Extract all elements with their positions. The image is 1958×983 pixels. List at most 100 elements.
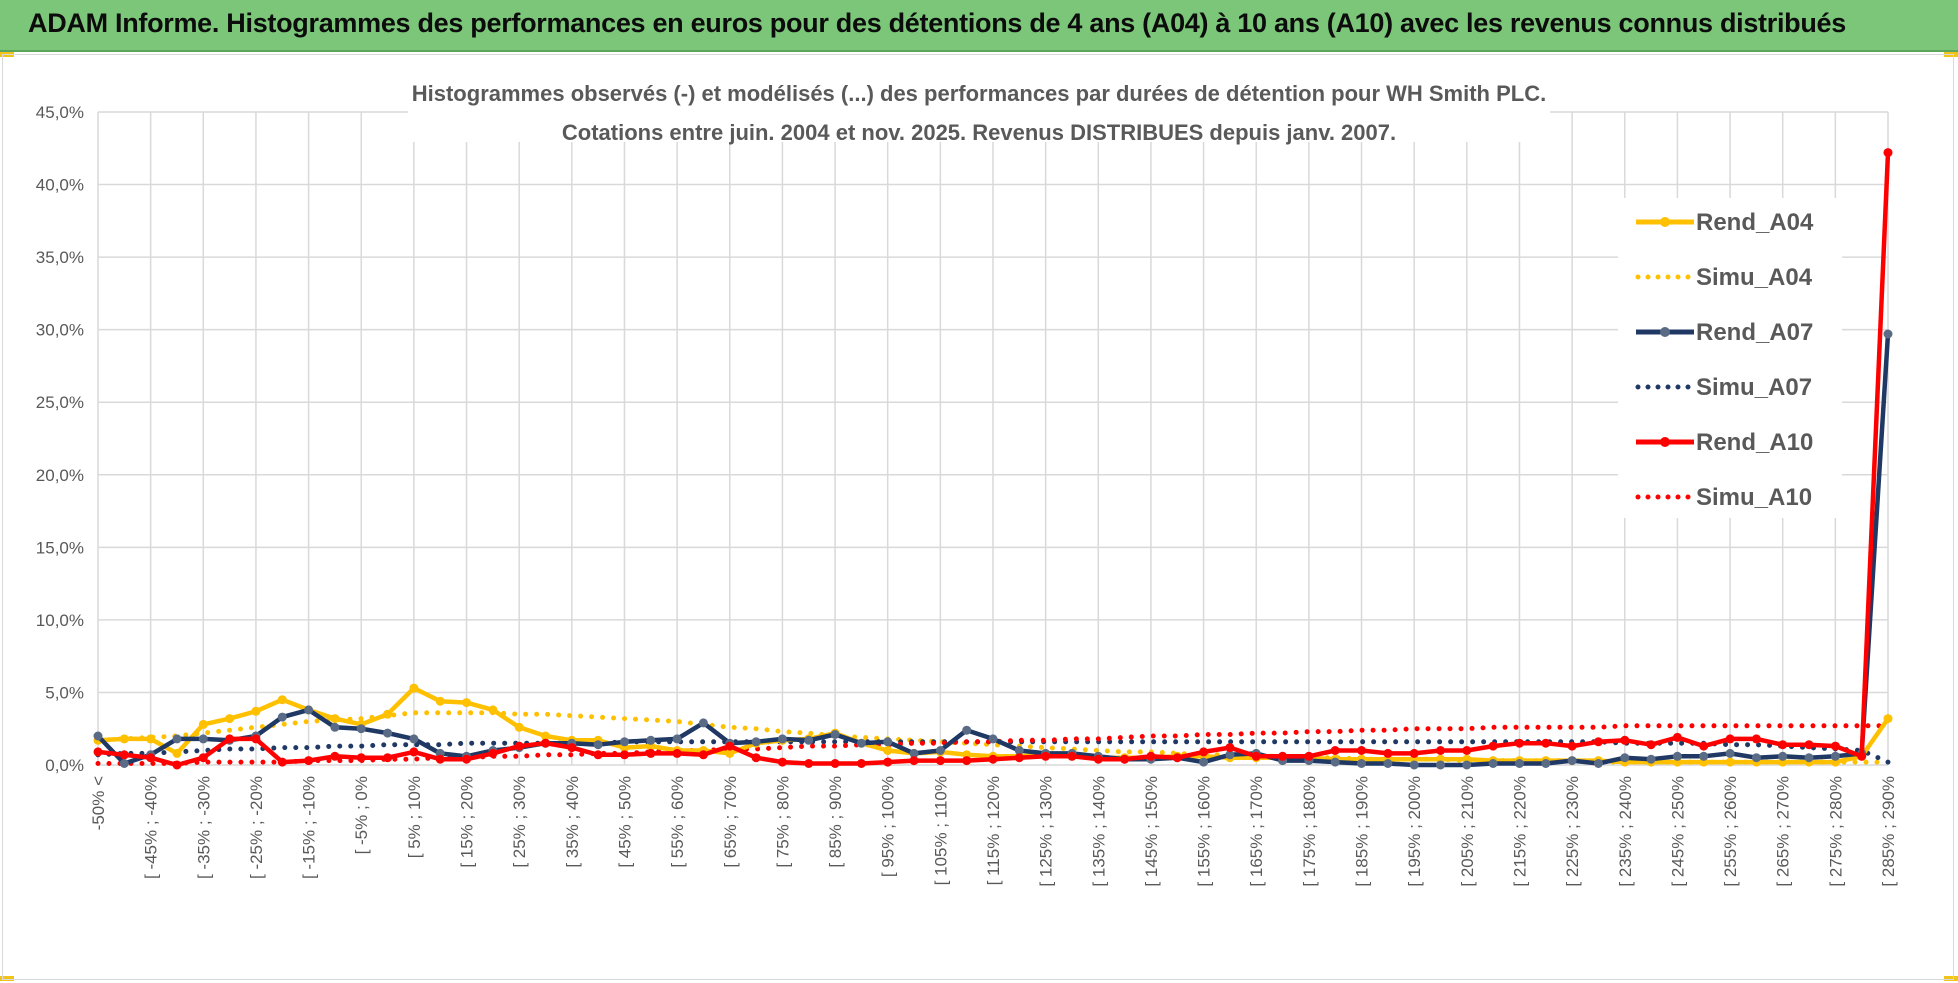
data-point-rend-a07 [935, 746, 945, 755]
data-point-rend-a04 [883, 746, 893, 755]
data-point-rend-a10 [1251, 751, 1261, 761]
data-point-rend-a07 [330, 722, 340, 732]
data-point-rend-a04 [119, 734, 129, 744]
gridlines [97, 111, 1889, 766]
data-point-rend-a07 [1225, 750, 1235, 760]
data-point-rend-a10 [1041, 751, 1051, 761]
data-point-rend-a10 [1488, 741, 1498, 751]
y-tick-label: 45,0% [36, 103, 84, 122]
data-point-rend-a10 [1672, 732, 1682, 742]
data-point-rend-a07 [1567, 756, 1577, 766]
data-point-rend-a07 [1330, 757, 1340, 767]
data-point-rend-a10 [1357, 746, 1366, 755]
data-point-rend-a07 [1751, 753, 1761, 763]
data-point-rend-a10 [725, 741, 735, 751]
data-point-rend-a04 [146, 734, 156, 744]
data-point-rend-a04 [277, 695, 287, 705]
data-point-rend-a10 [1409, 748, 1419, 758]
data-point-rend-a07 [1383, 759, 1393, 768]
data-point-rend-a07 [172, 734, 182, 744]
data-point-rend-a07 [751, 737, 761, 747]
x-tick-label: [ 245% ; 250% [1668, 776, 1687, 887]
y-tick-label: 15,0% [36, 538, 84, 557]
data-point-rend-a10 [462, 754, 471, 764]
data-point-rend-a07 [304, 705, 314, 715]
data-point-rend-a10 [1172, 753, 1182, 763]
x-tick-label: [ 135% ; 140% [1089, 776, 1108, 887]
data-point-rend-a04 [541, 731, 550, 741]
data-point-rend-a10 [1383, 748, 1393, 758]
x-tick-label: [ 115% ; 120% [984, 776, 1003, 885]
data-point-rend-a04 [409, 683, 419, 693]
chart-title: Histogrammes observés (-) et modélisés (… [412, 81, 1546, 106]
data-point-rend-a10 [251, 734, 261, 744]
y-tick-label: 10,0% [36, 611, 84, 630]
data-point-rend-a07 [698, 718, 708, 728]
data-point-rend-a10 [751, 753, 761, 763]
data-point-rend-a04 [251, 706, 261, 716]
x-tick-label: [ -25% ; -20% [247, 776, 266, 879]
corner-accent-bottom-right [1944, 976, 1958, 981]
x-tick-label: [ 75% ; 80% [773, 776, 792, 868]
data-point-rend-a10 [435, 754, 445, 764]
x-tick-label: [ 255% ; 260% [1721, 776, 1740, 887]
data-point-rend-a10 [541, 738, 550, 748]
report-banner: ADAM Informe. Histogrammes des performan… [0, 0, 1958, 52]
data-point-rend-a10 [1304, 751, 1314, 761]
data-point-rend-a07 [962, 725, 972, 735]
data-point-rend-a07 [1883, 329, 1893, 339]
data-point-rend-a07 [1699, 751, 1709, 761]
x-tick-label: [ 65% ; 70% [721, 776, 740, 868]
y-tick-label: 30,0% [36, 321, 84, 340]
data-point-rend-a10 [698, 750, 708, 760]
legend-label-rend-a07: Rend_A07 [1696, 319, 1813, 346]
data-point-rend-a07 [119, 759, 129, 768]
data-point-rend-a10 [962, 756, 972, 766]
data-point-rend-a10 [1462, 746, 1472, 755]
data-point-rend-a10 [1883, 148, 1893, 158]
data-point-rend-a07 [1541, 759, 1551, 768]
data-point-rend-a10 [883, 757, 893, 767]
data-point-rend-a07 [1488, 759, 1498, 768]
data-point-rend-a10 [935, 756, 945, 766]
x-tick-label: [ 95% ; 100% [879, 776, 898, 877]
data-point-rend-a07 [383, 728, 393, 738]
data-point-rend-a10 [672, 748, 682, 758]
series-line-simu-a07 [95, 739, 1891, 765]
data-point-rend-a04 [172, 748, 182, 758]
x-tick-label: [ 5% ; 10% [405, 776, 424, 858]
data-point-rend-a07 [830, 730, 840, 739]
legend-label-rend-a04: Rend_A04 [1696, 209, 1814, 236]
data-point-rend-a10 [1725, 734, 1735, 744]
x-tick-label: [ 85% ; 90% [826, 776, 845, 868]
data-point-rend-a10 [172, 760, 182, 770]
data-point-rend-a07 [620, 737, 629, 747]
data-point-rend-a07 [1436, 760, 1445, 770]
data-point-rend-a10 [514, 741, 524, 751]
x-tick-label: [ 195% ; 200% [1405, 776, 1424, 887]
legend-label-simu-a07: Simu_A07 [1696, 374, 1812, 401]
data-point-rend-a07 [1199, 757, 1209, 767]
data-point-rend-a07 [1725, 748, 1735, 758]
data-point-rend-a10 [356, 753, 366, 763]
data-point-rend-a07 [1672, 751, 1682, 761]
data-point-rend-a04 [225, 714, 235, 724]
x-tick-label: [ 55% ; 60% [668, 776, 687, 868]
x-tick-label: [ 275% ; 280% [1826, 776, 1845, 887]
data-point-rend-a10 [646, 748, 656, 758]
data-point-rend-a07 [593, 740, 603, 750]
y-tick-label: 20,0% [36, 466, 84, 485]
data-point-rend-a07 [909, 748, 919, 758]
data-point-rend-a04 [435, 696, 445, 706]
y-tick-label: 25,0% [36, 393, 84, 412]
x-axis-tick-labels: -50% < [ -45% ; -40% [ -35% ; -30% [ -25% ;… [89, 776, 1898, 887]
corner-accent-bottom-left [0, 976, 14, 981]
data-point-rend-a07 [198, 734, 208, 744]
data-point-rend-a10 [1646, 740, 1656, 750]
series-line-simu-a10 [95, 723, 1891, 766]
data-point-rend-a04 [514, 722, 524, 732]
data-point-rend-a10 [225, 734, 235, 744]
x-tick-label: [ 265% ; 270% [1774, 776, 1793, 887]
data-point-rend-a10 [1515, 738, 1524, 748]
